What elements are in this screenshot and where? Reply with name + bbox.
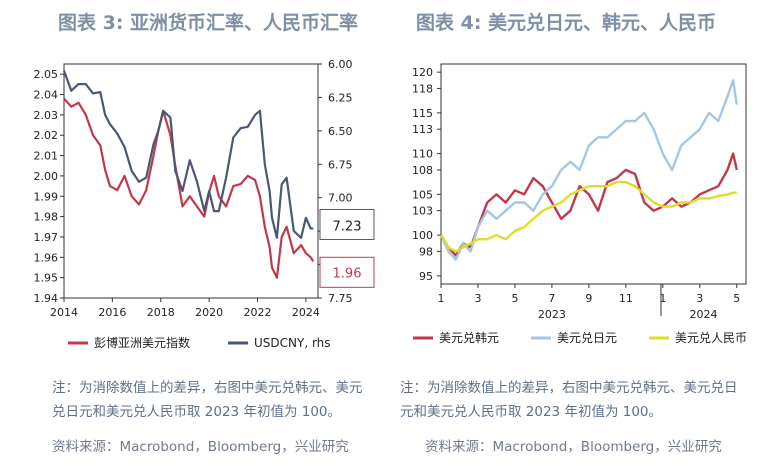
x-tick-label: 3 (474, 292, 481, 305)
x-tick-label: 2022 (244, 306, 272, 319)
y-tick-label: 105 (412, 188, 433, 201)
y-right-tick-label: 6.00 (328, 58, 353, 71)
legend-label-krw: 美元兑韩元 (439, 330, 499, 345)
series-line-krw (439, 152, 738, 257)
y-left-tick-label: 1.99 (34, 190, 59, 203)
year-label-2023: 2023 (538, 308, 566, 321)
value-label-box-usdcny (319, 208, 375, 240)
series-line-jpy (439, 79, 738, 261)
y-tick-label: 108 (412, 164, 433, 177)
y-tick-label: 103 (412, 205, 433, 218)
series-line-series (63, 97, 315, 279)
y-left-tick-label: 1.97 (34, 231, 59, 244)
x-tick-label: 5 (733, 292, 740, 305)
y-tick-label: 95 (419, 270, 433, 283)
y-tick-label: 115 (412, 107, 433, 120)
x-tick-label: 2014 (50, 306, 78, 319)
legend-label-index: 彭博亚洲美元指数 (94, 335, 190, 350)
x-tick-label: 1 (659, 292, 666, 305)
right-source: 资料来源：Macrobond，Bloomberg，兴业研究 (425, 439, 722, 455)
x-tick-label: 2018 (147, 306, 175, 319)
legend-label-usdcny: USDCNY, rhs (254, 336, 331, 350)
y-left-tick-label: 1.95 (34, 272, 59, 285)
x-tick-label: 2024 (292, 306, 320, 319)
y-left-tick-label: 2.03 (34, 109, 59, 122)
x-tick-label: 7 (548, 292, 555, 305)
plot-frame (63, 63, 319, 299)
left-note: 注：为消除数值上的差异，右图中美元兑韩元、美元兑日元和美元兑人民币取 2023 … (52, 380, 363, 420)
y-left-tick-label: 2.05 (34, 68, 59, 81)
legend-label-cny: 美元兑人民币 (675, 331, 747, 345)
y-right-tick-label: 6.75 (328, 158, 353, 171)
right-note: 注：为消除数值上的差异，右图中美元兑韩元、美元兑日元和美元兑人民币取 2023 … (400, 380, 738, 420)
y-left-tick-label: 2.01 (34, 150, 59, 163)
legend-label-jpy: 美元兑日元 (557, 331, 617, 345)
y-tick-label: 118 (412, 82, 433, 95)
x-tick-label: 1 (438, 292, 445, 305)
x-tick-label: 3 (696, 292, 703, 305)
y-right-tick-label: 7.75 (328, 292, 353, 305)
x-tick-label: 2016 (98, 306, 126, 319)
y-tick-label: 100 (412, 229, 433, 242)
x-tick-label: 5 (511, 292, 518, 305)
y-tick-label: 98 (419, 245, 433, 258)
y-left-tick-label: 1.98 (34, 211, 59, 224)
left-source: 资料来源：Macrobond，Bloomberg，兴业研究 (52, 439, 349, 455)
y-left-tick-label: 2.04 (34, 89, 59, 102)
right-chart-title: 图表 4: 美元兑日元、韩元、人民币 (416, 12, 717, 34)
left-chart: 2.05 2.04 2.03 2.02 2.01 2.00 1.99 1.98 1.97 1.96… (34, 58, 375, 350)
y-tick-label: 113 (412, 123, 433, 136)
y-left-tick-label: 1.96 (34, 251, 59, 264)
value-label-usdcny: 7.23 (333, 219, 362, 234)
plot-frame (440, 63, 747, 285)
series-line-usdcny-rhs (62, 70, 314, 239)
y-tick-label: 110 (412, 148, 433, 161)
value-label-index: 1.96 (333, 266, 362, 281)
y-left-tick-label: 1.94 (34, 292, 59, 305)
y-left-tick-label: 2.02 (34, 129, 59, 142)
x-tick-label: 2020 (195, 306, 223, 319)
value-label-box-index (319, 256, 375, 288)
x-tick-label: 9 (585, 292, 592, 305)
left-chart-title: 图表 3: 亚洲货币汇率、人民币汇率 (58, 12, 359, 34)
year-label-2024: 2024 (689, 308, 717, 321)
series-line-cny (439, 180, 737, 253)
x-tick-label: 11 (619, 292, 633, 305)
y-right-tick-label: 6.25 (328, 91, 353, 104)
y-right-tick-label: 7.00 (328, 192, 353, 205)
y-right-tick-label: 6.50 (328, 125, 353, 138)
y-left-tick-label: 2.00 (34, 170, 59, 183)
y-tick-label: 120 (412, 66, 433, 79)
